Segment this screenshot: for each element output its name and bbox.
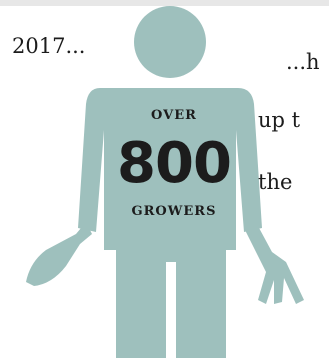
fork-icon bbox=[244, 226, 304, 304]
stat-prefix: OVER bbox=[151, 108, 197, 123]
side-text-line-2: up t bbox=[258, 108, 301, 132]
stat-label: GROWERS bbox=[131, 204, 217, 219]
side-text-line-3: the bbox=[258, 170, 293, 194]
body-shape bbox=[78, 88, 262, 358]
continuation-text: ...h bbox=[286, 50, 320, 74]
trowel-icon bbox=[26, 222, 92, 286]
stat-value: 800 bbox=[117, 131, 232, 196]
year-lead-text: 2017... bbox=[12, 34, 86, 58]
head-shape bbox=[134, 6, 206, 78]
